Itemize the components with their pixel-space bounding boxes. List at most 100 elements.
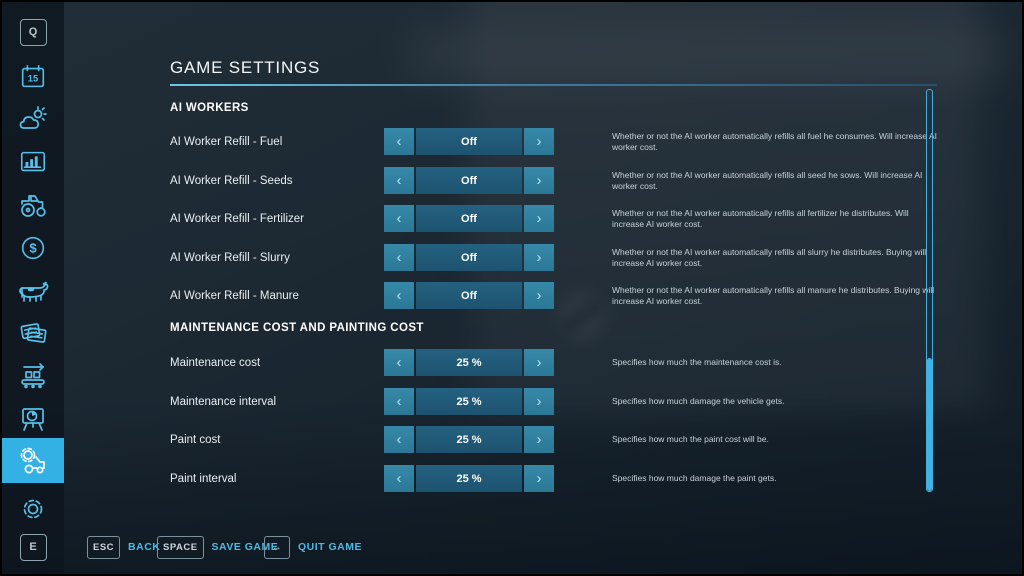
title-underline [170, 84, 937, 86]
option-selector: ‹ 25 % › [384, 426, 554, 453]
setting-description: Specifies how much damage the vehicle ge… [612, 396, 785, 407]
sidebar-item-vehicles[interactable] [2, 183, 64, 227]
sidebar-item-production-chains[interactable] [2, 354, 64, 398]
setting-label: AI Worker Refill - Manure [170, 290, 299, 302]
svg-text:$: $ [29, 241, 37, 256]
tractor-icon [21, 195, 46, 217]
prev-option-button[interactable]: ‹ [384, 244, 414, 271]
sidebar-item-calendar[interactable]: 15 [2, 55, 64, 99]
prev-option-button[interactable]: ‹ [384, 128, 414, 155]
background-light-band [410, 24, 1002, 83]
e-key-icon: E [19, 533, 47, 561]
setting-description: Whether or not the AI worker automatical… [612, 169, 923, 191]
next-option-button[interactable]: › [524, 388, 554, 415]
setting-row: AI Worker Refill - Fuel ‹ Off › Whether … [2, 128, 1022, 156]
next-option-button[interactable]: › [524, 349, 554, 376]
setting-row: AI Worker Refill - Seeds ‹ Off › Whether… [2, 167, 1022, 195]
prev-option-button[interactable]: ‹ [384, 282, 414, 309]
next-option-button[interactable]: › [524, 205, 554, 232]
setting-row: Paint interval ‹ 25 % › Specifies how mu… [2, 465, 1022, 493]
setting-row: AI Worker Refill - Manure ‹ Off › Whethe… [2, 282, 1022, 310]
quit-game-button[interactable]: ↔ QUIT GAME [264, 535, 362, 559]
setting-label: Maintenance interval [170, 396, 277, 408]
setting-label: AI Worker Refill - Fuel [170, 136, 283, 148]
setting-description: Whether or not the AI worker automatical… [612, 284, 935, 306]
sidebar-item-key-e[interactable]: E [2, 525, 64, 569]
setting-description: Specifies how much damage the paint gets… [612, 473, 777, 484]
sidebar-item-animals[interactable] [2, 269, 64, 313]
sidebar-item-key-q[interactable]: Q [2, 10, 64, 54]
prev-option-button[interactable]: ‹ [384, 426, 414, 453]
q-key-icon: Q [19, 18, 47, 46]
sidebar-item-planner[interactable] [2, 397, 64, 441]
prev-option-button[interactable]: ‹ [384, 167, 414, 194]
option-value: Off [416, 244, 522, 271]
save-game-button[interactable]: SPACE SAVE GAME [157, 535, 278, 559]
option-value: Off [416, 167, 522, 194]
setting-row: Maintenance interval ‹ 25 % › Specifies … [2, 388, 1022, 416]
option-selector: ‹ 25 % › [384, 388, 554, 415]
setting-row: AI Worker Refill - Slurry ‹ Off › Whethe… [2, 244, 1022, 272]
next-option-button[interactable]: › [524, 465, 554, 492]
dollar-icon: $ [21, 236, 45, 260]
sidebar-item-weather[interactable] [2, 97, 64, 141]
setting-label: AI Worker Refill - Slurry [170, 252, 290, 264]
option-value: 25 % [416, 388, 522, 415]
sidebar-item-game-settings[interactable] [2, 438, 64, 483]
sidebar-item-maps[interactable] [2, 311, 64, 355]
setting-description: Whether or not the AI worker automatical… [612, 246, 927, 268]
prev-option-button[interactable]: ‹ [384, 465, 414, 492]
setting-row: AI Worker Refill - Fertilizer ‹ Off › Wh… [2, 205, 1022, 233]
setting-description: Whether or not the AI worker automatical… [612, 207, 909, 229]
option-selector: ‹ Off › [384, 282, 554, 309]
setting-description: Specifies how much the paint cost will b… [612, 434, 769, 445]
sidebar-item-finances[interactable]: $ [2, 226, 64, 270]
section-header-maintenance: MAINTENANCE COST AND PAINTING COST [170, 322, 424, 334]
background-road-sign [550, 284, 614, 348]
next-option-button[interactable]: › [524, 282, 554, 309]
next-option-button[interactable]: › [524, 167, 554, 194]
setting-description: Specifies how much the maintenance cost … [612, 357, 782, 368]
section-header-ai-workers: AI WORKERS [170, 102, 249, 114]
save-game-label: SAVE GAME [211, 541, 279, 553]
scrollbar-thumb[interactable] [927, 358, 932, 491]
cow-icon [19, 281, 49, 302]
conveyor-icon [21, 363, 45, 389]
setting-row: Maintenance cost ‹ 25 % › Specifies how … [2, 349, 1022, 377]
prev-option-button[interactable]: ‹ [384, 388, 414, 415]
next-option-button[interactable]: › [524, 128, 554, 155]
setting-label: Maintenance cost [170, 357, 261, 369]
option-selector: ‹ 25 % › [384, 349, 554, 376]
gear-tractor-icon [20, 447, 45, 473]
next-option-button[interactable]: › [524, 244, 554, 271]
setting-description: Whether or not the AI worker automatical… [612, 130, 938, 152]
space-key-icon: SPACE [157, 535, 204, 559]
setting-label: AI Worker Refill - Fertilizer [170, 213, 304, 225]
option-selector: ‹ Off › [384, 244, 554, 271]
option-value: 25 % [416, 349, 522, 376]
scrollbar-track[interactable] [926, 89, 933, 492]
gear-icon [23, 499, 43, 519]
option-selector: ‹ Off › [384, 167, 554, 194]
prev-option-button[interactable]: ‹ [384, 349, 414, 376]
esc-key-icon: ESC [87, 535, 121, 559]
back-button[interactable]: ESC BACK [87, 535, 160, 559]
left-right-arrow-key-icon: ↔ [264, 535, 290, 559]
option-value: 25 % [416, 426, 522, 453]
calendar-icon: 15 [21, 64, 45, 88]
option-value: 25 % [416, 465, 522, 492]
next-option-button[interactable]: › [524, 426, 554, 453]
sidebar: Q 15 [2, 2, 64, 574]
option-selector: ‹ Off › [384, 205, 554, 232]
prev-option-button[interactable]: ‹ [384, 205, 414, 232]
setting-label: AI Worker Refill - Seeds [170, 175, 293, 187]
option-selector: ‹ 25 % › [384, 465, 554, 492]
sidebar-item-statistics[interactable] [2, 140, 64, 184]
cards-icon [20, 323, 47, 343]
setting-label: Paint cost [170, 434, 221, 446]
sidebar-item-general-settings[interactable] [2, 487, 64, 531]
quit-game-label: QUIT GAME [298, 541, 362, 553]
page-title: GAME SETTINGS [170, 58, 321, 77]
back-label: BACK [128, 541, 161, 553]
